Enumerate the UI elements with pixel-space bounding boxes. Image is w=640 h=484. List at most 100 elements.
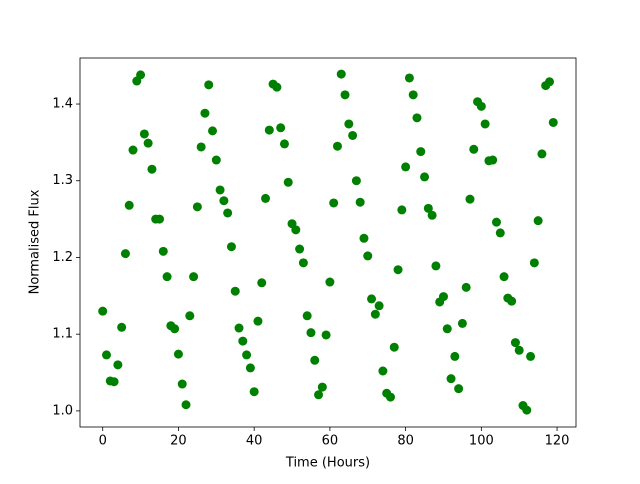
point — [211, 155, 221, 165]
point — [378, 366, 388, 376]
point — [109, 377, 119, 387]
point — [261, 193, 271, 203]
point — [223, 208, 233, 218]
point — [522, 405, 532, 415]
point — [408, 90, 418, 100]
point — [393, 265, 403, 275]
point — [208, 126, 218, 136]
point — [416, 147, 426, 157]
x-tick-label: 80 — [397, 434, 414, 449]
point — [298, 258, 308, 268]
x-tick-label: 60 — [322, 434, 339, 449]
y-tick-label: 1.0 — [52, 403, 73, 418]
point — [537, 149, 547, 159]
point — [264, 125, 274, 135]
point — [465, 194, 475, 204]
x-tick-label: 0 — [99, 434, 107, 449]
point — [351, 176, 361, 186]
point — [117, 322, 127, 332]
point — [374, 301, 384, 311]
point — [450, 351, 460, 361]
point — [442, 324, 452, 334]
point — [321, 330, 331, 340]
point — [526, 351, 536, 361]
point — [329, 198, 339, 208]
point — [181, 400, 191, 410]
point — [355, 197, 365, 207]
point — [544, 77, 554, 87]
x-axis-label: Time (Hours) — [285, 456, 370, 471]
point — [438, 292, 448, 302]
point — [177, 379, 187, 389]
point — [488, 155, 498, 165]
point — [359, 233, 369, 243]
point — [314, 390, 324, 400]
point — [454, 384, 464, 394]
point — [279, 139, 289, 149]
point — [431, 261, 441, 271]
point — [491, 217, 501, 227]
point — [219, 196, 229, 206]
plot-frame — [79, 57, 577, 428]
point — [469, 144, 479, 154]
point — [401, 162, 411, 172]
point — [332, 141, 342, 151]
point — [226, 242, 236, 252]
point — [124, 200, 134, 210]
point — [189, 272, 199, 282]
point — [507, 296, 517, 306]
point — [336, 69, 346, 79]
point — [317, 382, 327, 392]
y-tick-label: 1.1 — [52, 327, 73, 342]
point — [283, 177, 293, 187]
point — [306, 328, 316, 338]
point — [143, 138, 153, 148]
point — [367, 294, 377, 304]
point — [230, 286, 240, 296]
y-tick-label: 1.4 — [52, 97, 73, 112]
point — [344, 119, 354, 129]
point — [276, 123, 286, 133]
point — [139, 129, 149, 139]
point — [120, 249, 130, 259]
point — [173, 349, 183, 359]
point — [242, 350, 252, 360]
point — [272, 82, 282, 92]
point — [249, 387, 259, 397]
point — [461, 282, 471, 292]
point — [389, 342, 399, 352]
point — [155, 214, 165, 224]
point — [98, 306, 108, 316]
y-tick-label: 1.3 — [52, 173, 73, 188]
point — [476, 101, 486, 111]
point — [446, 374, 456, 384]
point — [215, 185, 225, 195]
point — [238, 336, 248, 346]
point — [385, 392, 395, 402]
point — [370, 309, 380, 319]
point — [158, 246, 168, 256]
point — [325, 277, 335, 287]
point — [253, 316, 263, 326]
point — [340, 90, 350, 100]
x-tick-label: 40 — [246, 434, 263, 449]
point — [420, 172, 430, 182]
point — [234, 323, 244, 333]
point — [128, 145, 138, 155]
point — [291, 225, 301, 235]
x-tick-label: 20 — [170, 434, 187, 449]
point — [192, 202, 202, 212]
point — [196, 142, 206, 152]
point — [257, 278, 267, 288]
point — [397, 205, 407, 215]
x-tick-label: 100 — [469, 434, 494, 449]
point — [363, 251, 373, 261]
point — [295, 244, 305, 254]
point — [423, 203, 433, 213]
point — [245, 363, 255, 373]
point — [310, 355, 320, 365]
point — [457, 318, 467, 328]
y-tick-label: 1.2 — [52, 250, 73, 265]
